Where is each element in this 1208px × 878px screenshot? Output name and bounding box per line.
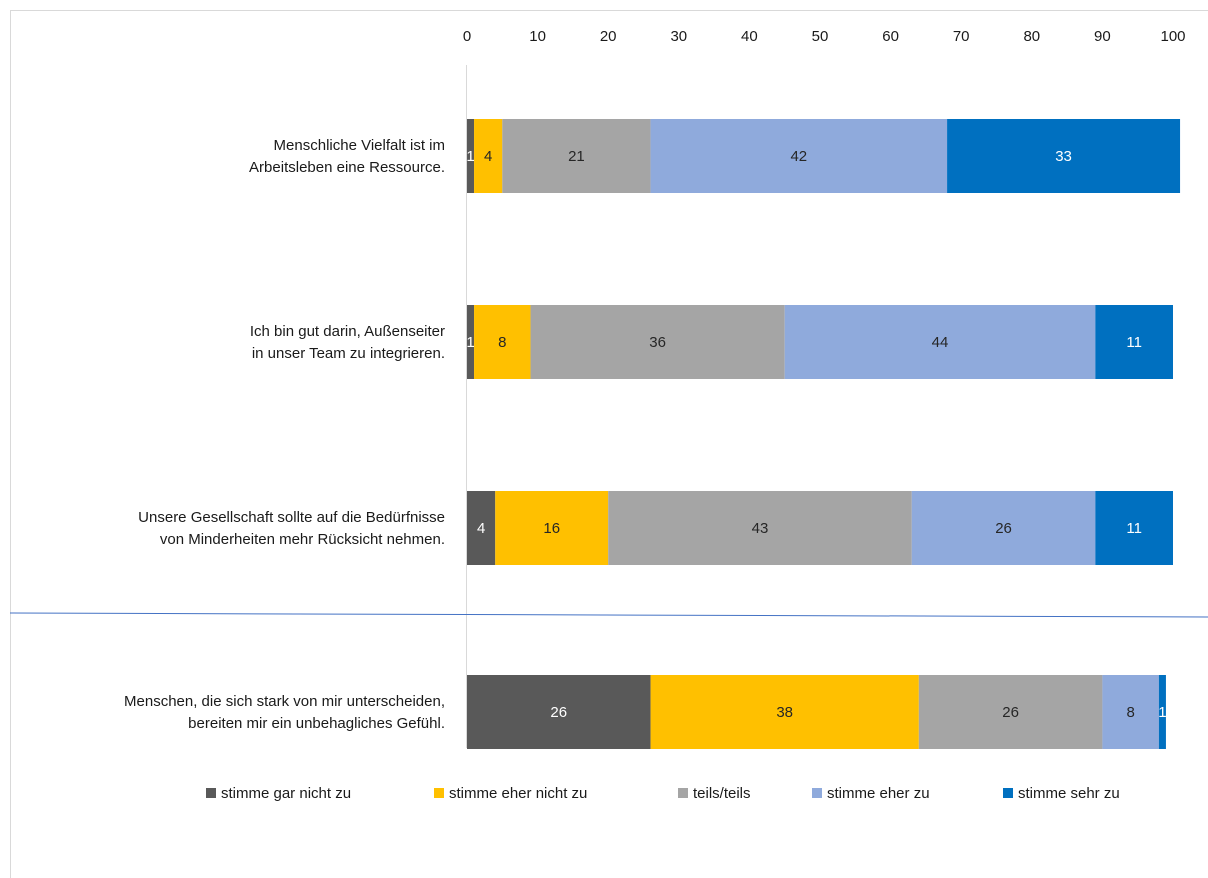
legend-label: stimme sehr zu <box>1018 785 1120 802</box>
bar-segment <box>1102 675 1159 749</box>
data-label: 11 <box>1126 520 1142 537</box>
x-tick-label: 20 <box>600 28 617 45</box>
bar-segment <box>495 491 609 565</box>
data-label: 4 <box>477 520 485 537</box>
data-label: 26 <box>1002 704 1019 721</box>
data-label: 11 <box>1126 334 1142 351</box>
data-label: 44 <box>932 334 949 351</box>
legend-swatch <box>206 788 216 798</box>
data-label: 1 <box>466 148 474 165</box>
bar-segment <box>784 305 1096 379</box>
bar-segment <box>918 675 1103 749</box>
x-tick-label: 100 <box>1160 28 1185 45</box>
category-label: Menschen, die sich stark von mir untersc… <box>124 693 445 710</box>
bar-segment <box>467 491 496 565</box>
bar-segment <box>1158 675 1166 749</box>
x-tick-label: 40 <box>741 28 758 45</box>
category-label: Menschliche Vielfalt ist im <box>274 137 445 154</box>
legend-swatch <box>1003 788 1013 798</box>
data-label: 33 <box>1055 148 1072 165</box>
bar-segment <box>608 491 912 565</box>
bar-segment <box>467 305 475 379</box>
data-label: 16 <box>543 520 560 537</box>
x-tick-label: 30 <box>670 28 687 45</box>
bar-segment <box>474 305 531 379</box>
bar-segment <box>911 491 1096 565</box>
bar-segment <box>467 119 475 193</box>
x-tick-label: 60 <box>882 28 899 45</box>
legend-swatch <box>812 788 822 798</box>
bar-segment <box>947 119 1181 193</box>
data-label: 8 <box>498 334 506 351</box>
x-tick-label: 90 <box>1094 28 1111 45</box>
category-label: Arbeitsleben eine Ressource. <box>249 159 445 176</box>
bar-segment <box>474 119 503 193</box>
data-label: 8 <box>1126 704 1134 721</box>
data-label: 42 <box>790 148 807 165</box>
legend-swatch <box>434 788 444 798</box>
legend-label: stimme eher nicht zu <box>449 785 587 802</box>
bar-segment <box>530 305 785 379</box>
data-label: 21 <box>568 148 585 165</box>
data-label: 38 <box>776 704 793 721</box>
x-tick-label: 10 <box>529 28 546 45</box>
category-label: bereiten mir ein unbehagliches Gefühl. <box>188 715 445 732</box>
bar-segment <box>650 675 919 749</box>
legend-label: teils/teils <box>693 785 751 802</box>
data-label: 1 <box>466 334 474 351</box>
data-label: 36 <box>649 334 666 351</box>
category-label: von Minderheiten mehr Rücksicht nehmen. <box>160 531 445 548</box>
data-label: 4 <box>484 148 492 165</box>
data-label: 1 <box>1158 704 1166 721</box>
category-label: Unsere Gesellschaft sollte auf die Bedür… <box>138 509 445 526</box>
bar-segment <box>467 675 651 749</box>
category-label: Ich bin gut darin, Außenseiter <box>250 323 445 340</box>
x-tick-label: 50 <box>812 28 829 45</box>
data-label: 26 <box>995 520 1012 537</box>
x-tick-label: 80 <box>1023 28 1040 45</box>
legend-label: stimme eher zu <box>827 785 930 802</box>
data-label: 26 <box>550 704 567 721</box>
separator-line <box>9 612 1208 618</box>
x-tick-label: 0 <box>463 28 471 45</box>
bar-segment <box>1095 305 1173 379</box>
legend-swatch <box>678 788 688 798</box>
chart-frame <box>10 10 1208 878</box>
x-tick-label: 70 <box>953 28 970 45</box>
legend-label: stimme gar nicht zu <box>221 785 351 802</box>
bar-segment <box>502 119 651 193</box>
data-label: 43 <box>752 520 769 537</box>
category-label: in unser Team zu integrieren. <box>252 345 445 362</box>
bar-segment <box>650 119 948 193</box>
bar-segment <box>1095 491 1173 565</box>
